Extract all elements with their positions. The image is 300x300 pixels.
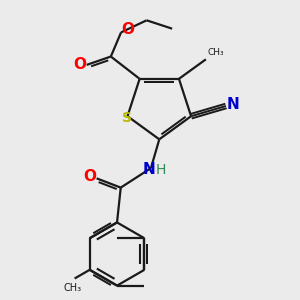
Text: N: N — [143, 163, 155, 178]
Text: S: S — [122, 111, 132, 125]
Text: N: N — [227, 97, 240, 112]
Text: H: H — [156, 163, 166, 177]
Text: CH₃: CH₃ — [64, 283, 82, 293]
Text: O: O — [74, 57, 87, 72]
Text: O: O — [121, 22, 134, 37]
Text: O: O — [84, 169, 97, 184]
Text: CH₃: CH₃ — [208, 47, 224, 56]
